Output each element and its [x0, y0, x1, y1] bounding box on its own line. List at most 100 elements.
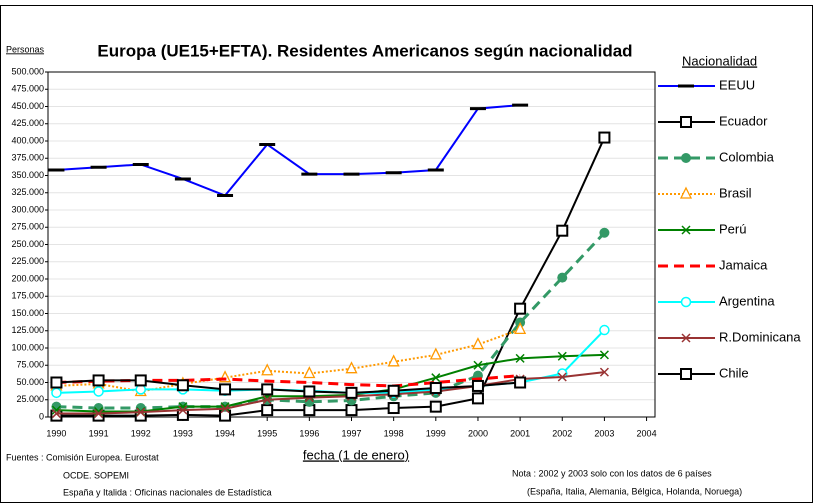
y-tick-label: 125.000 — [11, 325, 44, 335]
legend-marker — [680, 116, 692, 128]
data-point — [262, 395, 272, 405]
x-tick-label: 1994 — [215, 428, 235, 438]
x-axis-label: fecha (1 de enero) — [303, 447, 409, 462]
legend-title: Nacionalidad — [682, 53, 757, 68]
x-tick-label: 1991 — [89, 428, 109, 438]
x-tick-label: 2003 — [594, 428, 614, 438]
frame — [0, 5, 813, 503]
data-point — [136, 407, 146, 417]
x-tick-label: 1992 — [131, 428, 151, 438]
data-point — [515, 353, 525, 363]
footer-source: España y Italida : Oficinas nacionales d… — [63, 487, 272, 497]
y-tick-label: 75.000 — [16, 360, 44, 370]
legend-marker — [680, 368, 692, 380]
y-tick-label: 400.000 — [11, 135, 44, 145]
data-point — [51, 409, 61, 419]
x-tick-label: 1995 — [257, 428, 277, 438]
y-tick-label: 175.000 — [11, 291, 44, 301]
y-tick-label: 0 — [39, 411, 44, 421]
y-tick-label: 200.000 — [11, 273, 44, 283]
data-point — [178, 405, 188, 415]
footer-source: Fuentes : Comisión Europea. Eurostat — [6, 452, 159, 462]
data-point — [599, 350, 609, 360]
data-point — [261, 383, 274, 396]
legend-label: Colombia — [719, 149, 775, 164]
data-point — [471, 392, 484, 405]
data-point — [599, 324, 610, 336]
legend-marker — [681, 225, 691, 235]
x-tick-label: 1996 — [299, 428, 319, 438]
x-tick-label: 1998 — [384, 428, 404, 438]
data-point — [598, 131, 611, 144]
x-tick-label: 2004 — [637, 428, 657, 438]
data-point — [303, 385, 316, 398]
data-point — [514, 321, 527, 335]
data-point — [51, 387, 62, 399]
data-point — [345, 404, 358, 417]
footer-note: (España, Italia, Alemania, Bélgica, Hola… — [527, 486, 742, 496]
series-line — [56, 137, 606, 417]
data-point — [134, 374, 147, 387]
series-line — [56, 104, 521, 197]
legend-label: Chile — [719, 365, 749, 380]
data-point — [514, 302, 527, 315]
data-point — [431, 373, 441, 383]
data-point — [429, 400, 442, 413]
legend-label: Jamaica — [719, 257, 768, 272]
data-point — [387, 354, 400, 367]
y-tick-label: 350.000 — [11, 170, 44, 180]
y-tick-label: 150.000 — [11, 308, 44, 318]
legend-label: R.Dominicana — [719, 329, 801, 344]
legend-label: Argentina — [719, 293, 775, 308]
data-point — [557, 272, 568, 283]
x-tick-label: 1999 — [426, 428, 446, 438]
y-tick-label: 300.000 — [11, 204, 44, 214]
legend-label: EEUU — [719, 77, 755, 92]
legend-marker — [681, 333, 691, 343]
data-point — [557, 372, 567, 382]
data-point — [51, 401, 62, 412]
data-point — [345, 361, 358, 374]
x-tick-label: 2000 — [468, 428, 488, 438]
legend-marker — [679, 186, 693, 199]
legend-label: Brasil — [719, 185, 752, 200]
chart-title: Europa (UE15+EFTA). Residentes Americano… — [97, 41, 632, 60]
data-point — [261, 363, 274, 376]
series-line — [56, 374, 521, 388]
footer-note: Nota : 2002 y 2003 solo con los datos de… — [512, 468, 712, 478]
data-point — [387, 402, 400, 415]
data-point — [471, 337, 485, 350]
data-point — [599, 227, 610, 238]
x-tick-label: 1990 — [46, 428, 66, 438]
data-point — [429, 347, 442, 360]
data-point — [514, 376, 527, 389]
legend-label: Perú — [719, 221, 746, 236]
data-point — [303, 366, 316, 379]
series-line — [56, 371, 605, 415]
y-tick-label: 425.000 — [11, 118, 44, 128]
legend-marker — [681, 153, 691, 163]
series-line — [56, 353, 605, 413]
x-tick-label: 1997 — [341, 428, 361, 438]
legend-marker — [680, 296, 692, 308]
data-point — [557, 351, 567, 361]
data-point — [471, 379, 484, 392]
y-tick-label: 100.000 — [11, 342, 44, 352]
series-line — [56, 379, 521, 394]
data-point — [92, 374, 105, 387]
data-point — [599, 367, 609, 377]
data-point — [94, 409, 104, 419]
y-tick-label: 25.000 — [16, 394, 44, 404]
y-tick-label: 375.000 — [11, 153, 44, 163]
y-tick-label: 275.000 — [11, 222, 44, 232]
y-tick-label: 475.000 — [11, 84, 44, 94]
data-point — [387, 384, 400, 397]
data-point — [556, 224, 569, 237]
x-tick-label: 2002 — [552, 428, 572, 438]
y-tick-label: 250.000 — [11, 239, 44, 249]
x-tick-label: 2001 — [510, 428, 530, 438]
plot-area — [47, 71, 656, 418]
x-tick-label: 1993 — [173, 428, 193, 438]
y-tick-label: 225.000 — [11, 256, 44, 266]
data-point — [429, 382, 442, 395]
